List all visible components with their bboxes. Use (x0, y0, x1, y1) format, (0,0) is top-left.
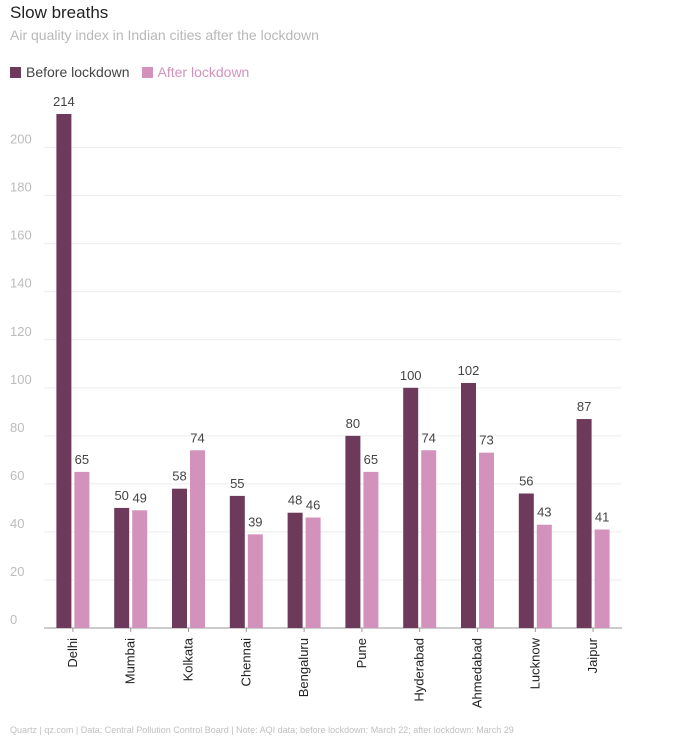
data-label-before-ahmedabad: 102 (458, 363, 480, 378)
data-label-before-lucknow: 56 (519, 473, 533, 488)
data-label-after-delhi: 65 (75, 452, 89, 467)
data-label-before-hyderabad: 100 (400, 368, 422, 383)
category-label-pune: Pune (354, 638, 369, 668)
y-tick-label: 60 (10, 468, 24, 483)
y-tick-label: 80 (10, 420, 24, 435)
y-tick-label: 100 (10, 372, 32, 387)
legend-item-after: After lockdown (141, 64, 250, 80)
category-label-kolkata: Kolkata (181, 637, 196, 681)
bar-after-pune (363, 471, 379, 628)
bar-after-mumbai (132, 510, 148, 628)
legend-item-before: Before lockdown (10, 64, 130, 80)
data-label-after-ahmedabad: 73 (479, 433, 493, 448)
y-tick-label: 200 (10, 132, 32, 147)
bar-after-jaipur (594, 529, 610, 628)
data-label-before-pune: 80 (346, 416, 360, 431)
legend-label-after: After lockdown (157, 64, 250, 80)
category-label-lucknow: Lucknow (527, 637, 542, 689)
y-tick-label: 120 (10, 324, 32, 339)
bar-before-hyderabad (403, 387, 419, 628)
category-label-mumbai: Mumbai (123, 638, 138, 684)
bar-after-lucknow (536, 524, 552, 628)
category-label-bengaluru: Bengaluru (296, 638, 311, 697)
data-label-before-delhi: 214 (53, 94, 75, 109)
legend-swatch-after (141, 66, 153, 78)
y-tick-label: 140 (10, 276, 32, 291)
data-label-after-lucknow: 43 (537, 505, 551, 520)
data-label-after-jaipur: 41 (595, 510, 609, 525)
data-label-after-pune: 65 (364, 452, 378, 467)
bar-before-pune (345, 435, 361, 628)
data-label-before-jaipur: 87 (577, 399, 591, 414)
category-label-hyderabad: Hyderabad (412, 638, 427, 702)
data-label-after-kolkata: 74 (190, 430, 204, 445)
bar-before-jaipur (576, 419, 592, 628)
data-label-after-hyderabad: 74 (421, 430, 435, 445)
data-label-after-chennai: 39 (248, 514, 262, 529)
bar-before-ahmedabad (461, 383, 476, 628)
data-label-before-mumbai: 50 (114, 488, 128, 503)
data-label-before-bengaluru: 48 (288, 493, 302, 508)
bar-before-chennai (229, 495, 245, 628)
legend-swatch-before (10, 66, 21, 78)
legend: Before lockdown After lockdown (10, 64, 261, 80)
bar-after-chennai (247, 534, 263, 628)
data-label-after-bengaluru: 46 (306, 498, 320, 513)
chart-subtitle: Air quality index in Indian cities after… (10, 27, 319, 43)
bar-before-kolkata (172, 488, 187, 628)
category-label-delhi: Delhi (65, 638, 80, 668)
data-label-before-chennai: 55 (230, 476, 244, 491)
bar-before-mumbai (114, 507, 130, 628)
y-tick-label: 40 (10, 516, 24, 531)
bar-before-delhi (56, 114, 72, 628)
y-tick-label: 20 (10, 564, 24, 579)
bar-after-hyderabad (421, 450, 437, 628)
bar-before-lucknow (518, 493, 534, 628)
source-note: Quartz | qz.com | Data: Central Pollutio… (10, 725, 514, 735)
y-tick-label: 180 (10, 180, 32, 195)
y-tick-label: 0 (10, 612, 17, 627)
data-label-after-mumbai: 49 (132, 490, 146, 505)
category-label-chennai: Chennai (238, 638, 253, 687)
bar-before-bengaluru (287, 512, 303, 628)
category-label-jaipur: Jaipur (585, 637, 600, 673)
chart-title: Slow breaths (10, 3, 109, 22)
data-label-before-kolkata: 58 (172, 469, 186, 484)
bar-after-ahmedabad (479, 452, 494, 628)
legend-label-before: Before lockdown (26, 64, 130, 80)
y-tick-label: 160 (10, 228, 32, 243)
bar-after-kolkata (190, 450, 205, 628)
category-label-ahmedabad: Ahmedabad (470, 638, 485, 708)
bar-after-delhi (74, 471, 90, 628)
bar-after-bengaluru (305, 517, 321, 628)
